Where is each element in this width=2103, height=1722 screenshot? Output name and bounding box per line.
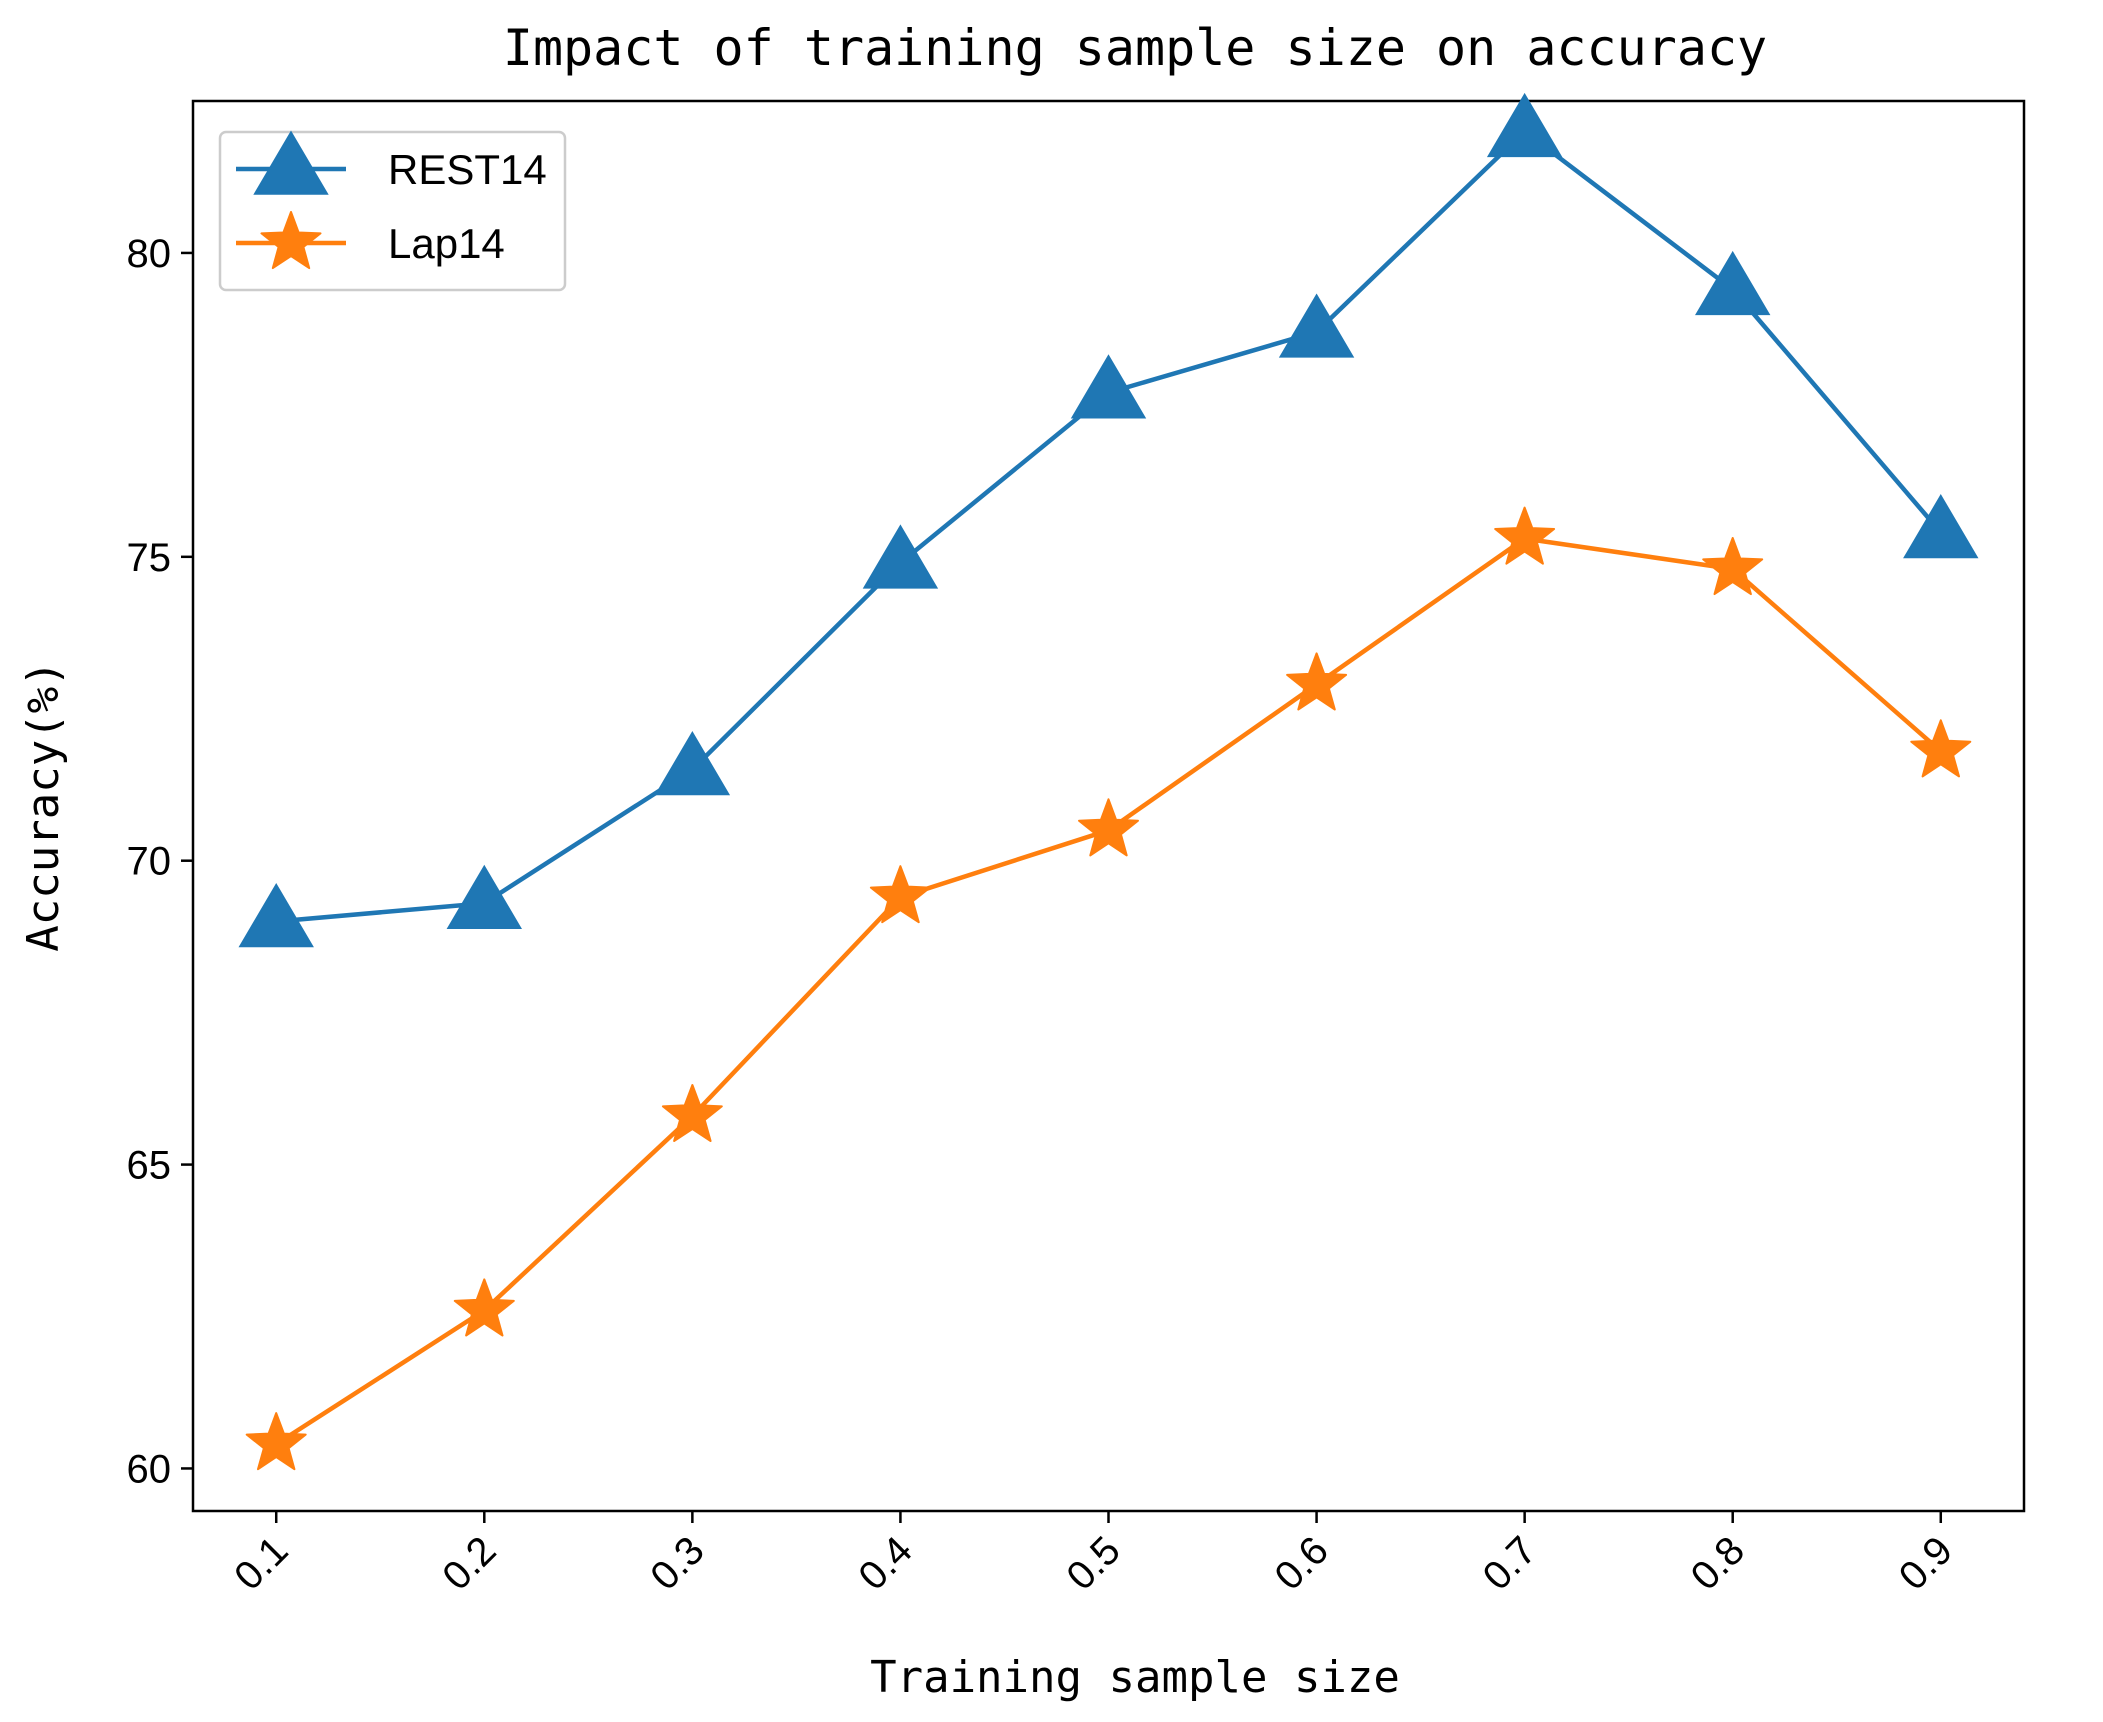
x-axis-label: Training sample size: [870, 1652, 1400, 1703]
legend-label: REST14: [388, 146, 547, 193]
data-point: [869, 865, 931, 924]
chart-title: Impact of training sample size on accura…: [503, 19, 1767, 77]
data-point: [1694, 250, 1771, 316]
y-tick-label: 70: [127, 840, 172, 884]
data-point: [1278, 293, 1355, 358]
series-rest14: [238, 92, 1979, 948]
legend-marker: [253, 130, 329, 195]
data-point: [661, 1084, 723, 1142]
data-point: [1702, 537, 1764, 596]
data-point: [1078, 798, 1139, 857]
data-point: [654, 731, 731, 796]
y-axis-ticks: 60 65 70 75 80: [127, 232, 193, 1491]
series-lap14: [245, 506, 1972, 1471]
y-tick-label: 80: [127, 232, 172, 276]
data-point: [453, 1278, 515, 1337]
data-point: [1903, 494, 1979, 559]
data-point: [245, 1412, 307, 1471]
data-point: [862, 524, 939, 589]
y-tick-label: 75: [127, 536, 172, 580]
data-point: [1486, 92, 1563, 158]
y-tick-label: 65: [127, 1144, 172, 1188]
legend-marker: [260, 211, 322, 270]
series-layer: [238, 92, 1979, 1471]
data-point: [446, 864, 523, 929]
legend: REST14 Lap14: [218, 130, 567, 292]
data-point: [1494, 506, 1556, 565]
data-point: [1070, 354, 1147, 419]
data-point: [1286, 652, 1348, 711]
y-axis-label: Accuracy(%): [18, 660, 69, 951]
data-point: [1910, 719, 1972, 778]
legend-label: Lap14: [388, 220, 505, 267]
data-point: [238, 882, 314, 948]
y-tick-label: 60: [127, 1447, 172, 1491]
